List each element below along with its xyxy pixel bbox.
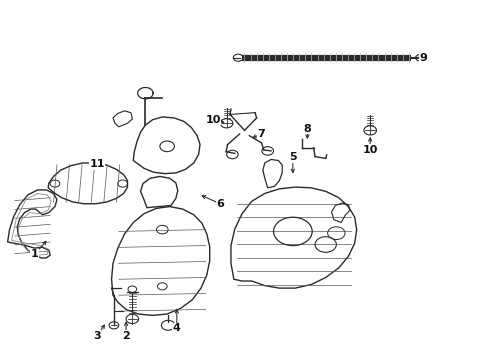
Text: 10: 10 (205, 115, 220, 125)
Text: 1: 1 (30, 249, 38, 260)
Text: 3: 3 (93, 331, 101, 341)
Text: 4: 4 (173, 323, 181, 333)
Text: 2: 2 (122, 331, 130, 341)
Text: 5: 5 (288, 152, 296, 162)
Text: 11: 11 (89, 159, 104, 169)
Text: 9: 9 (419, 53, 427, 63)
Text: 6: 6 (216, 199, 224, 209)
Text: 8: 8 (303, 123, 310, 134)
Text: 7: 7 (257, 129, 265, 139)
Text: 10: 10 (362, 145, 377, 155)
